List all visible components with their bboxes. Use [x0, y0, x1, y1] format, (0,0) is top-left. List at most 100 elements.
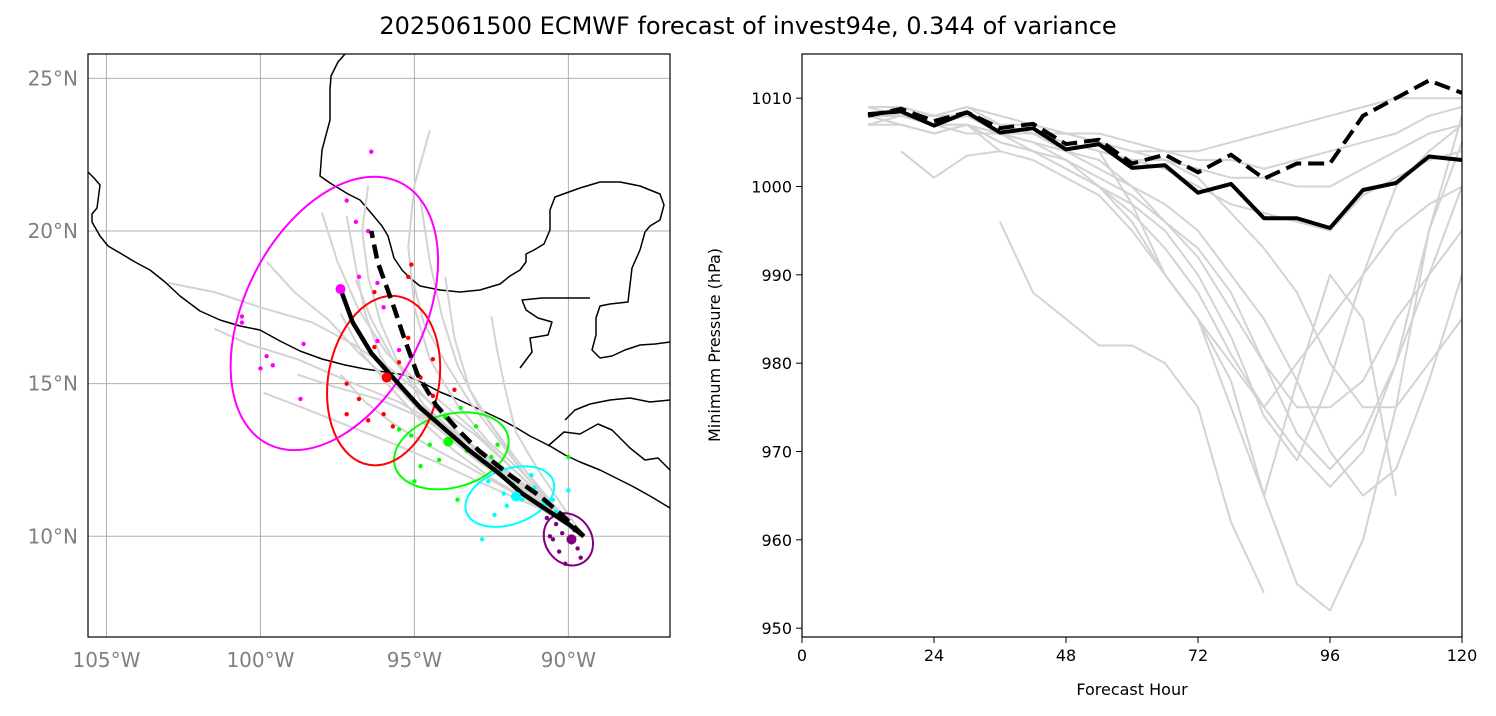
ensemble-position-72h — [489, 454, 494, 460]
coastline-yucatan-east — [591, 231, 670, 359]
uncertainty-ellipse-72h — [393, 411, 510, 491]
map-y-tick-label: 20°N — [28, 219, 78, 243]
ensemble-position-96h — [381, 411, 386, 417]
uncertainty-ellipse-48h — [464, 465, 556, 528]
ensemble-position-24h — [544, 515, 550, 521]
pressure-y-axis-label: Minimum Pressure (hPa) — [705, 248, 724, 442]
track-map-panel: 105°W 100°W 95°W 90°W 10°N 15°N 20°N 25°N — [28, 53, 671, 672]
ensemble-position-24h — [578, 555, 583, 560]
map-x-tick-label: 90°W — [541, 648, 596, 672]
pressure-member-line — [868, 114, 1462, 497]
ensemble-position-120h — [356, 274, 362, 280]
ensemble-position-24h — [575, 546, 580, 551]
ensemble-position-48h — [529, 473, 534, 478]
member-track — [297, 373, 585, 538]
ensemble-position-120h — [264, 353, 269, 359]
pressure-y-tick-label: 970 — [761, 443, 792, 462]
deterministic-pressure-line — [867, 78, 1462, 181]
ensemble-position-72h — [473, 424, 479, 429]
ensemble-position-72h — [418, 463, 423, 469]
ensemble-position-24h — [560, 531, 565, 536]
uncertainty-ellipses — [229, 175, 595, 567]
ensemble-position-96h — [406, 335, 411, 341]
map-frame — [87, 53, 671, 638]
pressure-ticks: 0 24 48 72 96 120 950 960 970 980 990 1000 1010 — [751, 89, 1477, 665]
ensemble-position-120h — [239, 314, 245, 319]
pressure-frame — [801, 53, 1463, 638]
deterministic-track — [369, 230, 586, 538]
ensemble-position-48h — [501, 491, 506, 496]
pressure-member-lines — [867, 97, 1462, 612]
ensemble-position-120h — [298, 396, 303, 402]
member-track — [263, 391, 585, 538]
member-track — [213, 327, 585, 538]
member-track — [354, 279, 585, 538]
ensemble-position-48h — [550, 497, 556, 502]
coastlines — [88, 54, 670, 509]
ensemble-position-120h — [301, 341, 306, 347]
ensemble-position-96h — [366, 418, 371, 423]
ensemble-position-48h — [486, 479, 491, 484]
ensemble-position-72h — [412, 479, 417, 484]
ensemble-position-120h — [270, 363, 275, 368]
ensemble-position-24h — [563, 561, 568, 566]
pressure-member-line — [868, 114, 1462, 232]
coastline-honduras-north — [564, 397, 670, 421]
pressure-member-line — [900, 150, 1001, 179]
pressure-y-tick-label: 980 — [761, 354, 792, 373]
map-x-tick-label: 95°W — [387, 648, 442, 672]
ensemble-position-24h — [556, 549, 562, 554]
ensemble-position-48h — [566, 488, 571, 493]
ensemble-position-48h — [504, 503, 509, 508]
ensemble-position-96h — [356, 396, 362, 402]
ensemble-position-96h — [430, 393, 436, 399]
ensemble-position-120h — [344, 198, 349, 203]
mean-position-120h — [335, 284, 346, 295]
figure-title: 2025061500 ECMWF forecast of invest94e, … — [379, 12, 1117, 40]
ensemble-member-tracks — [167, 130, 585, 538]
pressure-member-line — [1098, 150, 1397, 497]
ensemble-position-96h — [452, 387, 457, 392]
ensemble-position-48h — [532, 485, 537, 490]
pressure-x-tick-label: 0 — [797, 646, 807, 665]
ensemble-position-72h — [458, 405, 463, 411]
pressure-y-tick-label: 960 — [761, 531, 792, 550]
pressure-x-tick-label: 96 — [1320, 646, 1340, 665]
ensemble-position-96h — [390, 424, 396, 429]
border-mexico-guatemala — [519, 297, 590, 369]
pressure-x-tick-label: 120 — [1447, 646, 1478, 665]
member-track — [490, 316, 585, 537]
ensemble-position-120h — [381, 305, 386, 310]
ensemble-position-96h — [409, 262, 414, 267]
ensemble-position-96h — [344, 411, 349, 417]
ensemble-position-24h — [550, 537, 556, 542]
pressure-main-series — [867, 78, 1462, 230]
ensemble-position-96h — [430, 357, 436, 362]
map-y-tick-label: 25°N — [28, 66, 78, 90]
pressure-y-tick-label: 1000 — [751, 178, 792, 197]
ensemble-position-120h — [375, 280, 380, 286]
uncertainty-ellipse-96h — [326, 294, 442, 467]
uncertainty-ellipse-120h — [229, 175, 440, 452]
ensemble-position-72h — [436, 457, 442, 463]
ensemble-position-72h — [495, 442, 500, 447]
ensemble-position-72h — [409, 433, 414, 438]
pressure-member-line — [868, 97, 1462, 153]
ensemble-position-96h — [406, 274, 411, 280]
mean-position-96h — [381, 372, 392, 383]
ensemble-position-24h — [547, 534, 553, 539]
mean-position-24h — [566, 534, 577, 545]
mean-position-48h — [511, 491, 522, 502]
ensemble-position-48h — [479, 537, 485, 542]
coastline-gulf-of-mexico — [319, 54, 665, 293]
pressure-member-line — [868, 115, 1462, 488]
ensemble-position-96h — [372, 344, 377, 350]
map-x-tick-label: 105°W — [72, 648, 140, 672]
pressure-x-axis-label: Forecast Hour — [1076, 680, 1188, 699]
pressure-x-tick-label: 72 — [1188, 646, 1208, 665]
ensemble-position-72h — [566, 454, 571, 460]
pressure-y-tick-label: 950 — [761, 619, 792, 638]
pressure-x-tick-label: 48 — [1056, 646, 1076, 665]
ensemble-position-120h — [239, 320, 245, 325]
